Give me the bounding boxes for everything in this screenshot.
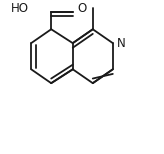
Text: N: N xyxy=(117,37,125,50)
Text: HO: HO xyxy=(11,2,29,15)
Text: O: O xyxy=(77,2,87,15)
